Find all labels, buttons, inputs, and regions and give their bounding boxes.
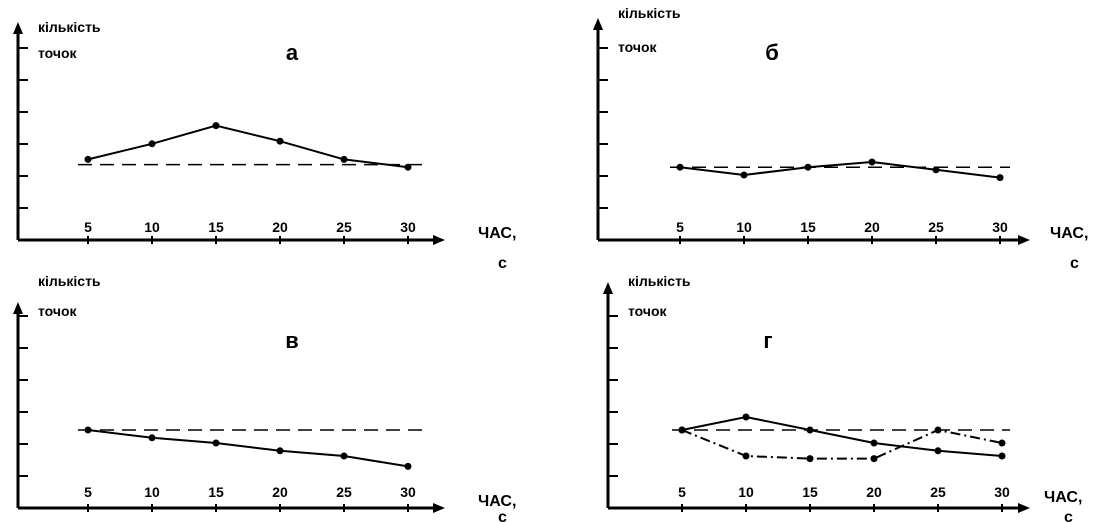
data-point [678,426,686,434]
x-tick-label: 15 [208,484,224,500]
x-tick-label: 10 [736,219,752,235]
x-axis-label-line2: с [1070,255,1079,272]
x-axis-label-line2: с [498,509,507,522]
x-tick-label: 20 [272,484,288,500]
data-point [996,174,1004,182]
data-point [340,155,348,163]
series-line-1 [87,429,409,468]
chart-panel-3: 5 10 15 20 25 30 кількість точок в ЧАС,с [13,273,516,522]
x-axis-label-line1: ЧАС, [478,493,516,510]
data-point [212,122,220,130]
x-tick-label: 30 [400,484,416,500]
data-point [934,447,942,455]
y-axis-label-line1: кількість [618,5,681,21]
x-axis-arrow-icon [433,235,445,245]
x-tick-label: 25 [928,219,944,235]
x-tick-label: 25 [336,219,352,235]
x-tick-label: 25 [336,484,352,500]
chart-panel-1: 5 10 15 20 25 30 кількість точок а ЧАС, с [13,19,516,272]
x-tick-label: 10 [144,484,160,500]
x-axis-arrow-icon [1018,235,1030,245]
panel-title: в [285,328,299,353]
x-tick-label: 30 [992,219,1008,235]
data-point [404,163,412,171]
x-axis-label-line1: ЧАС, [478,225,516,242]
data-point [84,426,92,434]
y-axis-label-line2: точок [38,303,78,319]
x-tick-label: 15 [208,219,224,235]
y-axis-arrow-icon [13,302,23,314]
x-tick-label: 5 [84,219,92,235]
data-point [806,455,814,463]
x-axis-arrow-icon [1018,503,1030,513]
x-tick-label: 25 [930,484,946,500]
x-axis-label-line2: с [498,255,507,272]
x-axis-label-line1: ЧАС, [1050,225,1088,242]
y-axis-label-line2: точок [618,39,658,55]
x-tick-label: 30 [400,219,416,235]
data-point [340,452,348,460]
data-point [148,434,156,442]
panel-title: а [286,40,299,65]
x-tick-label: 10 [738,484,754,500]
series-line-1 [679,160,1001,179]
chart-panel-2: 5 10 15 20 25 30 кількість точок б ЧАС, с [593,5,1088,272]
x-tick-label: 5 [84,484,92,500]
data-point [212,439,220,447]
data-point [806,426,814,434]
data-point [740,171,748,179]
data-point [998,439,1006,447]
data-point [742,452,750,460]
x-axis-label-line2: с [1064,509,1073,522]
data-point [404,462,412,470]
panel-title: б [765,40,779,65]
x-axis-arrow-icon [433,503,445,513]
y-axis-arrow-icon [603,282,613,294]
x-axis-label-line1: ЧАС, [1044,489,1082,506]
panel-title: г [763,328,772,353]
data-point [276,137,284,145]
data-point [84,155,92,163]
data-point [676,163,684,171]
data-point [868,158,876,166]
data-point [148,140,156,148]
data-point [742,413,750,421]
series-line-1 [87,124,409,169]
x-tick-label: 30 [994,484,1010,500]
x-tick-label: 15 [800,219,816,235]
y-axis-label-line1: кількість [628,273,691,289]
data-point [870,439,878,447]
data-point [276,447,284,455]
x-tick-label: 5 [676,219,684,235]
y-axis-arrow-icon [13,22,23,34]
data-point [804,163,812,171]
x-tick-label: 20 [272,219,288,235]
x-tick-label: 20 [864,219,880,235]
series-line-1 [681,415,1003,457]
data-point [870,455,878,463]
y-axis-label-line2: точок [38,45,78,61]
series-line-2 [681,428,1003,460]
y-axis-label-line2: точок [628,303,668,319]
chart-panel-4: 5 10 15 20 25 30 кількість точок г ЧАС, с [603,273,1082,522]
y-axis-arrow-icon [593,18,603,30]
data-point [934,426,942,434]
data-point [932,166,940,174]
y-axis-label-line1: кількість [38,273,101,289]
x-tick-label: 20 [866,484,882,500]
data-point [998,452,1006,460]
y-axis-label-line1: кількість [38,19,101,35]
x-tick-label: 15 [802,484,818,500]
x-tick-label: 5 [678,484,686,500]
x-tick-label: 10 [144,219,160,235]
